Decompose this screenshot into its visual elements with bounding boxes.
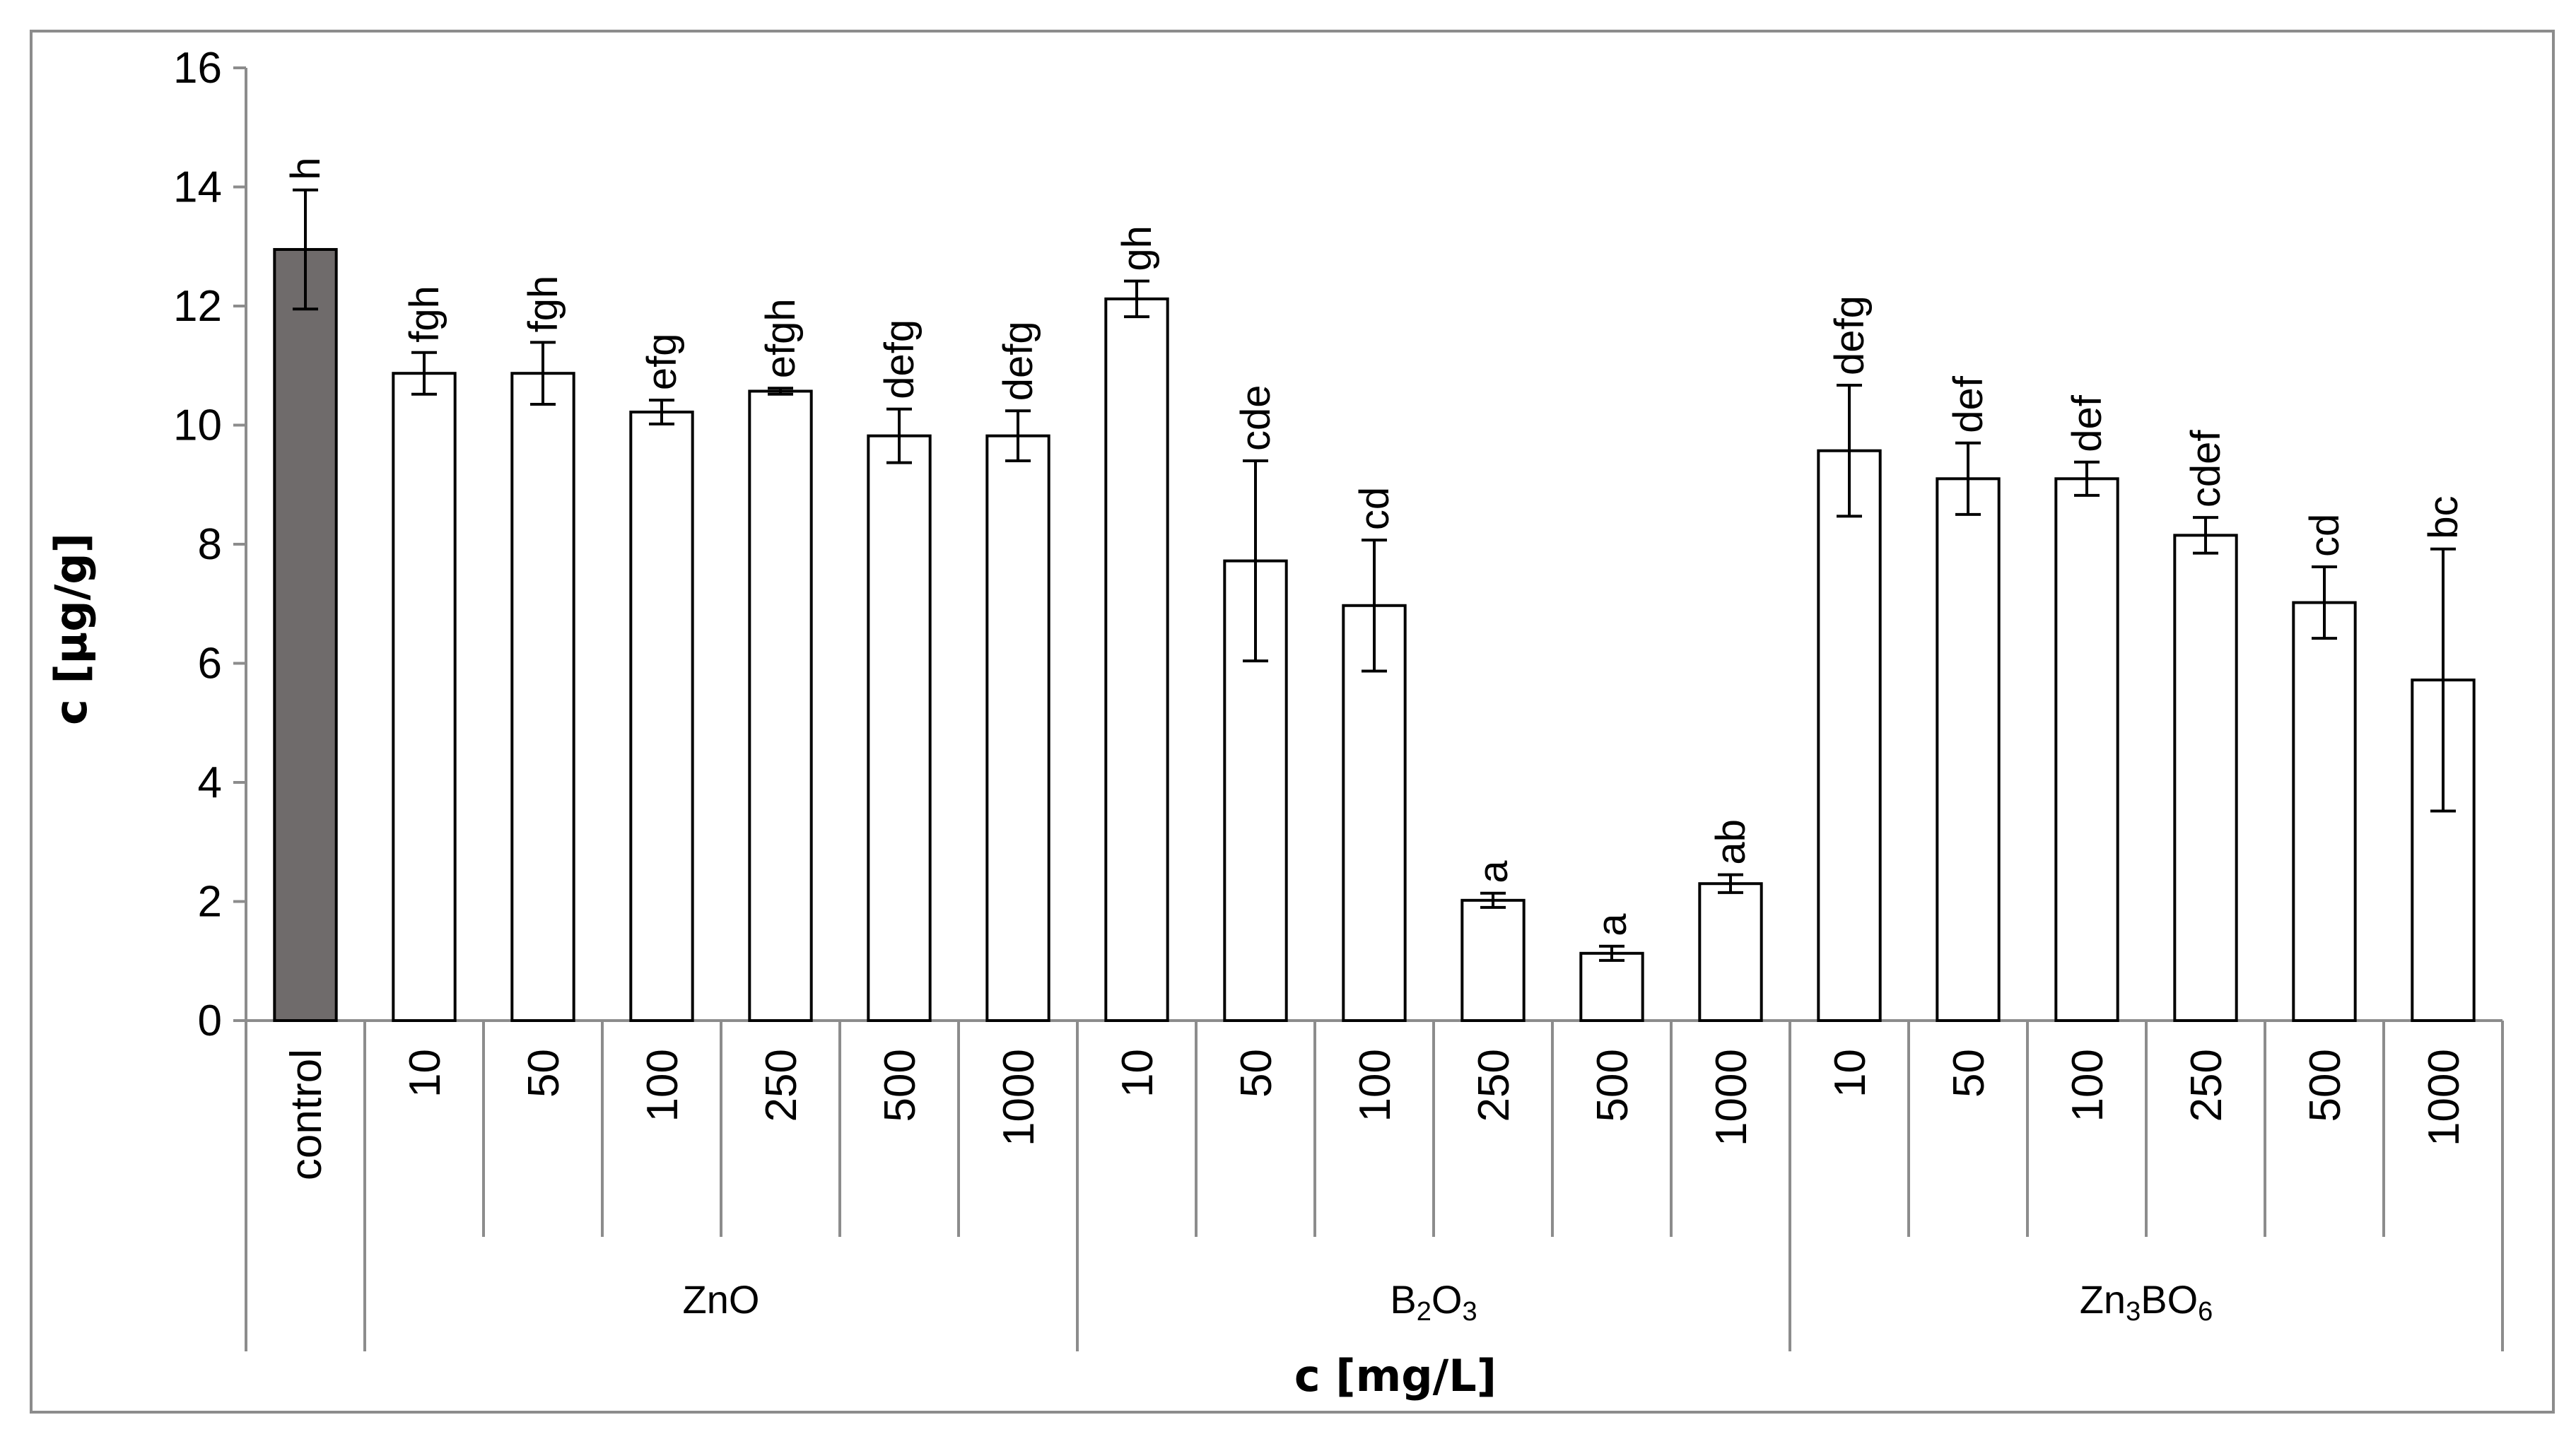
y-tick-label: 2 — [198, 878, 222, 927]
category-label: 500 — [2301, 1049, 2350, 1122]
y-tick-label: 0 — [198, 997, 222, 1045]
significance-label: cd — [2302, 514, 2348, 557]
y-tick-label: 8 — [198, 520, 222, 569]
y-tick-label: 6 — [198, 640, 222, 688]
significance-label: defg — [995, 321, 1041, 401]
category-label: 100 — [1351, 1049, 1400, 1122]
bar — [985, 434, 1050, 1022]
significance-label: cde — [1233, 385, 1279, 452]
category-label: 10 — [1113, 1049, 1162, 1098]
group-label-subscript: 6 — [2198, 1297, 2213, 1327]
significance-label: h — [283, 157, 329, 180]
bar — [1698, 882, 1763, 1022]
bar — [1460, 898, 1526, 1022]
y-tick-label: 16 — [173, 44, 222, 93]
bar — [2292, 601, 2357, 1022]
significance-label: efg — [639, 333, 685, 390]
category-label: 250 — [2182, 1049, 2231, 1122]
category-label: 10 — [401, 1049, 450, 1098]
category-label: 250 — [757, 1049, 806, 1122]
significance-label: fgh — [520, 276, 566, 333]
category-label: 50 — [1945, 1049, 1994, 1098]
error-bars — [293, 188, 2456, 962]
x-axis-title: c [mg/L] — [1294, 1350, 1497, 1402]
bar — [748, 389, 813, 1022]
significance-label: cdef — [2183, 430, 2229, 508]
category-label: 250 — [1470, 1049, 1518, 1122]
category-label: control — [282, 1049, 331, 1180]
group-label-text: O — [1432, 1277, 1463, 1322]
category-label: 1000 — [1707, 1049, 1756, 1146]
y-axis: 0 2 4 6 8 10 12 14 16 — [173, 44, 247, 1045]
y-tick-label: 14 — [173, 163, 222, 212]
significance-label: defg — [877, 319, 923, 399]
group-label-text: BO — [2141, 1277, 2198, 1322]
bar — [392, 372, 457, 1022]
significance-label: a — [1470, 860, 1516, 883]
bar — [510, 372, 575, 1022]
category-label: 50 — [1232, 1049, 1281, 1098]
bar — [867, 434, 932, 1022]
group-label: Zn3BO6 — [2080, 1277, 2213, 1327]
y-tick-label: 4 — [198, 758, 222, 807]
bars — [273, 247, 2476, 1023]
significance-label: ab — [1708, 819, 1754, 865]
x-axis: control 10 50 100 250 500 1000 10 50 100 250 500 100… — [245, 1019, 2504, 1351]
significance-labels: h fgh fgh efg efgh defg defg gh cde cd a a ab defg def… — [283, 157, 2466, 936]
significance-label: a — [1589, 913, 1635, 936]
group-label-subscript: 3 — [1462, 1297, 1477, 1327]
group-label-text: B — [1390, 1277, 1416, 1322]
category-label: 1000 — [995, 1049, 1043, 1146]
group-label-text: Zn — [2080, 1277, 2126, 1322]
significance-label: bc — [2420, 495, 2466, 539]
bar — [1104, 297, 1169, 1022]
bar — [629, 410, 694, 1022]
significance-label: fgh — [402, 286, 447, 343]
category-label: 50 — [520, 1049, 568, 1098]
significance-label: cd — [1352, 487, 1398, 530]
significance-label: defg — [1827, 295, 1873, 375]
bar-control — [273, 247, 338, 1022]
group-label-text: ZnO — [683, 1277, 760, 1322]
significance-label: def — [2064, 394, 2110, 452]
bar — [1936, 477, 2001, 1022]
category-label: 10 — [1826, 1049, 1875, 1098]
group-label-subscript: 2 — [1417, 1297, 1432, 1327]
bar — [1342, 604, 1407, 1022]
bar — [2173, 534, 2238, 1022]
significance-label: def — [1945, 375, 1991, 433]
y-tick-label: 12 — [173, 282, 222, 331]
bar — [1579, 951, 1644, 1022]
bar — [2054, 477, 2119, 1022]
bar — [1817, 449, 1882, 1022]
category-label: 100 — [2063, 1049, 2112, 1122]
group-label-subscript: 3 — [2126, 1297, 2141, 1327]
category-label: 500 — [1588, 1049, 1637, 1122]
significance-label: gh — [1114, 225, 1160, 271]
group-label: ZnO — [683, 1277, 760, 1322]
category-label: 500 — [876, 1049, 925, 1122]
y-tick-label: 10 — [173, 401, 222, 450]
category-label: 100 — [638, 1049, 687, 1122]
group-label: B2O3 — [1390, 1277, 1477, 1327]
y-axis-title: c [µg/g] — [45, 533, 97, 725]
category-label: 1000 — [2420, 1049, 2469, 1146]
significance-label: efgh — [758, 298, 804, 378]
